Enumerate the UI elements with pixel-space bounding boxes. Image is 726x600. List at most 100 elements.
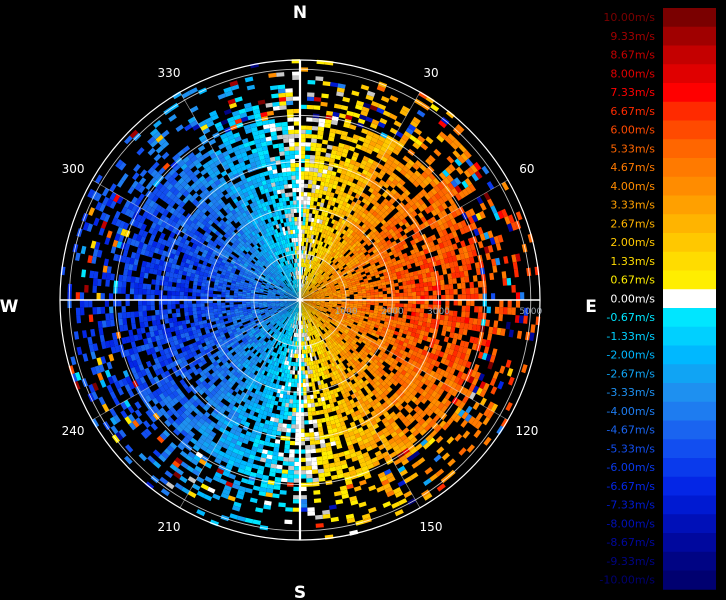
- velocity-cell: [356, 312, 361, 316]
- velocity-cell: [374, 392, 381, 399]
- velocity-cell: [302, 320, 305, 325]
- velocity-cell: [418, 278, 424, 284]
- velocity-cell: [389, 222, 395, 229]
- velocity-cell: [315, 523, 324, 528]
- velocity-cell: [320, 297, 325, 299]
- velocity-cell: [268, 442, 275, 448]
- velocity-cell: [249, 357, 254, 363]
- velocity-cell: [389, 141, 397, 149]
- velocity-cell: [294, 324, 296, 329]
- velocity-cell: [348, 370, 354, 376]
- velocity-cell: [355, 282, 361, 286]
- velocity-cell: [366, 256, 372, 261]
- velocity-cell: [322, 278, 327, 283]
- velocity-cell: [320, 246, 324, 251]
- velocity-cell: [375, 375, 381, 381]
- velocity-cell: [414, 398, 421, 406]
- velocity-cell: [269, 416, 275, 422]
- velocity-cell: [225, 363, 232, 370]
- velocity-cell: [309, 226, 313, 231]
- velocity-cell: [259, 396, 265, 402]
- velocity-cell: [485, 252, 491, 261]
- velocity-cell: [353, 307, 358, 311]
- velocity-cell: [285, 507, 293, 512]
- velocity-cell: [324, 342, 329, 347]
- velocity-cell: [395, 427, 403, 435]
- velocity-cell: [350, 327, 355, 332]
- velocity-cell: [430, 195, 438, 203]
- velocity-cell: [186, 423, 194, 431]
- velocity-cell: [237, 413, 244, 420]
- velocity-cell: [316, 302, 321, 304]
- velocity-cell: [319, 307, 324, 310]
- velocity-cell: [377, 383, 384, 390]
- velocity-cell: [245, 353, 250, 359]
- velocity-cell: [389, 95, 399, 103]
- velocity-cell: [340, 334, 345, 339]
- velocity-cell: [284, 321, 288, 326]
- velocity-cell: [382, 344, 388, 350]
- velocity-cell: [325, 369, 330, 375]
- velocity-cell: [327, 429, 334, 435]
- velocity-cell: [332, 197, 337, 203]
- velocity-cell: [287, 478, 294, 483]
- velocity-cell: [330, 441, 337, 447]
- velocity-cell: [442, 352, 449, 360]
- velocity-cell: [322, 266, 326, 271]
- velocity-cell: [444, 136, 453, 145]
- velocity-cell: [335, 310, 340, 313]
- velocity-cell: [152, 460, 162, 469]
- velocity-cell: [357, 204, 363, 211]
- velocity-cell: [305, 311, 308, 315]
- velocity-cell: [247, 479, 255, 486]
- velocity-cell: [394, 365, 400, 371]
- velocity-cell: [370, 294, 375, 298]
- velocity-cell: [306, 293, 311, 296]
- velocity-cell: [451, 321, 457, 328]
- velocity-cell: [422, 335, 428, 342]
- velocity-cell: [465, 305, 471, 312]
- velocity-cell: [311, 406, 316, 412]
- velocity-cell: [359, 317, 364, 321]
- velocity-cell: [459, 322, 465, 329]
- velocity-cell: [437, 388, 445, 396]
- velocity-cell: [316, 333, 320, 338]
- velocity-cell: [198, 388, 205, 396]
- velocity-cell: [282, 398, 287, 403]
- velocity-cell: [370, 199, 377, 206]
- velocity-cell: [340, 305, 346, 308]
- velocity-cell: [483, 231, 490, 240]
- velocity-cell: [304, 341, 307, 346]
- velocity-cell: [179, 450, 188, 458]
- velocity-cell: [271, 459, 278, 465]
- velocity-cell: [248, 350, 253, 356]
- velocity-cell: [287, 322, 290, 327]
- velocity-cell: [323, 243, 328, 248]
- velocity-cell: [311, 292, 315, 295]
- velocity-cell: [398, 266, 404, 272]
- velocity-cell: [308, 340, 312, 345]
- velocity-cell: [401, 394, 408, 401]
- velocity-cell: [336, 256, 341, 262]
- velocity-cell: [304, 280, 307, 285]
- velocity-cell: [341, 169, 347, 176]
- velocity-cell: [292, 311, 295, 316]
- velocity-cell: [329, 297, 334, 299]
- velocity-cell: [381, 247, 387, 253]
- velocity-cell: [372, 280, 378, 285]
- velocity-cell: [197, 411, 204, 418]
- velocity-cell: [352, 415, 359, 422]
- velocity-cell: [307, 374, 311, 379]
- velocity-cell: [330, 406, 336, 412]
- velocity-cell: [306, 291, 310, 295]
- velocity-cell: [428, 286, 433, 291]
- velocity-cell: [342, 349, 348, 355]
- velocity-cell: [316, 297, 321, 299]
- velocity-cell: [307, 267, 310, 272]
- velocity-cell: [489, 355, 496, 363]
- velocity-cell: [311, 256, 315, 261]
- velocity-cell: [308, 327, 311, 332]
- velocity-cell: [384, 486, 393, 494]
- velocity-cell: [436, 374, 443, 381]
- velocity-cell: [284, 440, 291, 445]
